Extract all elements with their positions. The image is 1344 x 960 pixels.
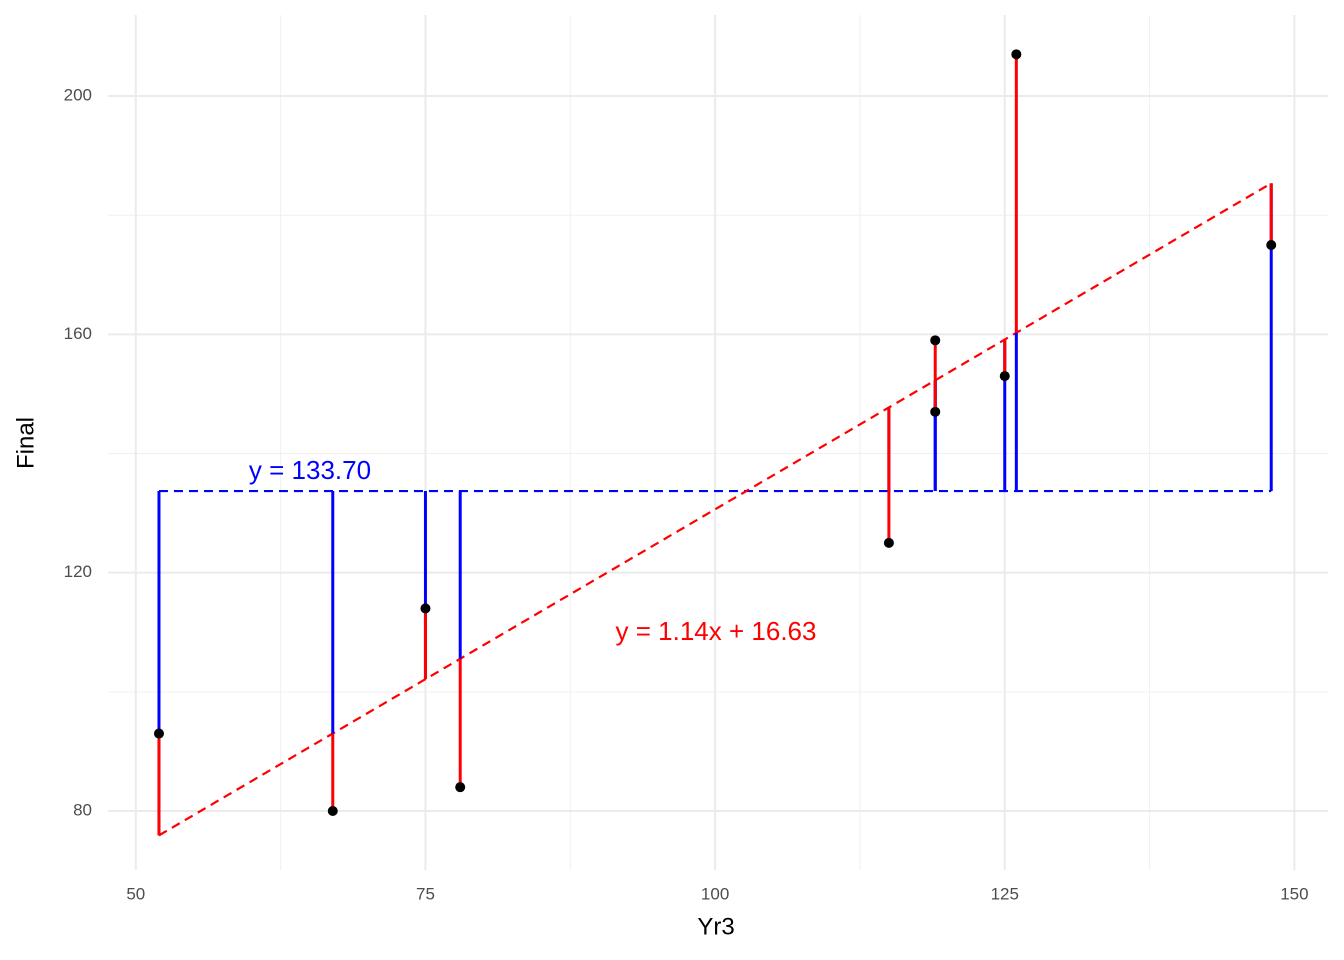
- x-tick-label: 150: [1280, 884, 1308, 903]
- data-point: [1266, 239, 1277, 250]
- data-point: [153, 728, 164, 739]
- data-point: [930, 335, 941, 346]
- data-point: [930, 406, 941, 417]
- data-point: [999, 371, 1010, 382]
- regression-annotation: y = 1.14x + 16.63: [616, 616, 817, 646]
- x-tick-label: 50: [126, 884, 145, 903]
- data-point: [327, 806, 338, 817]
- x-tick-label: 100: [701, 884, 729, 903]
- y-tick-label: 80: [73, 800, 92, 819]
- regression-line: [158, 182, 1272, 837]
- y-tick-label: 200: [64, 86, 92, 105]
- x-axis-title: Yr3: [697, 913, 734, 940]
- data-point: [455, 782, 466, 793]
- x-tick-label: 125: [991, 884, 1019, 903]
- y-tick-label: 160: [64, 324, 92, 343]
- y-tick-label: 120: [64, 562, 92, 581]
- data-point: [883, 537, 894, 548]
- data-point: [1011, 49, 1022, 60]
- x-tick-label: 75: [416, 884, 435, 903]
- mean-annotation: y = 133.70: [249, 455, 371, 485]
- y-axis-title: Final: [12, 417, 39, 469]
- data-point: [420, 603, 431, 614]
